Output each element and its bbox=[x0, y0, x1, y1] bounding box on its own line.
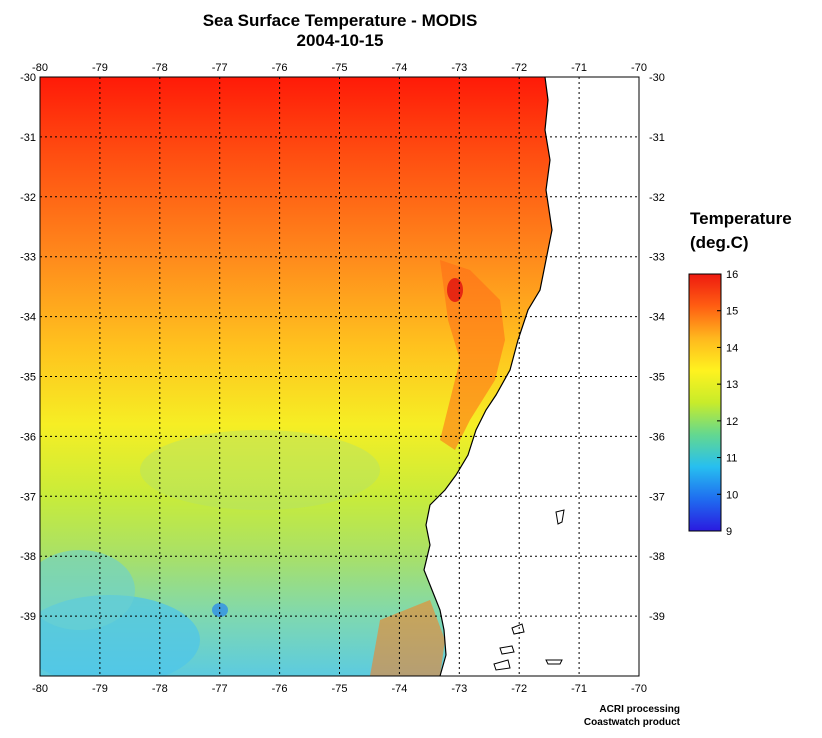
colorbar-tick-label: 12 bbox=[726, 416, 738, 428]
lon-tick-label: -74 bbox=[391, 683, 407, 695]
lon-tick-label: -73 bbox=[451, 683, 467, 695]
credit-processing: ACRI processing bbox=[599, 704, 680, 715]
lon-tick-label: -78 bbox=[152, 683, 168, 695]
lat-tick-label: -30 bbox=[20, 72, 36, 84]
lon-tick-label: -74 bbox=[391, 62, 407, 74]
lon-tick-label: -70 bbox=[631, 62, 647, 74]
lon-tick-label: -72 bbox=[511, 62, 527, 74]
lon-tick-label: -73 bbox=[451, 62, 467, 74]
lat-tick-label: -38 bbox=[649, 551, 665, 563]
lon-tick-label: -70 bbox=[631, 683, 647, 695]
lat-tick-label: -35 bbox=[20, 372, 36, 384]
lon-tick-label: -79 bbox=[92, 62, 108, 74]
lat-tick-label: -33 bbox=[20, 252, 36, 264]
colorbar-tick-label: 15 bbox=[726, 306, 738, 318]
lat-tick-label: -32 bbox=[20, 192, 36, 204]
lat-tick-label: -34 bbox=[649, 312, 665, 324]
colorbar-tick-label: 11 bbox=[726, 453, 737, 465]
lat-tick-label: -30 bbox=[649, 72, 665, 84]
colorbar-tick-label: 10 bbox=[726, 489, 738, 501]
map-date: 2004-10-15 bbox=[296, 31, 384, 50]
lat-tick-label: -36 bbox=[20, 431, 36, 443]
lon-tick-label: -72 bbox=[511, 683, 527, 695]
colorbar bbox=[688, 273, 722, 532]
lat-tick-label: -33 bbox=[649, 252, 665, 264]
lon-tick-label: -78 bbox=[152, 62, 168, 74]
lon-tick-label: -79 bbox=[92, 683, 108, 695]
colorbar-tick-label: 9 bbox=[726, 526, 732, 538]
lon-tick-label: -75 bbox=[332, 62, 348, 74]
lon-ticks-top: -80 -79 -78 -77 -76 -75 -74 -73 -72 -71 -70 bbox=[32, 62, 647, 74]
lat-tick-label: -37 bbox=[649, 491, 665, 503]
lat-tick-label: -34 bbox=[20, 312, 36, 324]
colorbar-tick-label: 16 bbox=[726, 269, 738, 281]
lat-tick-label: -39 bbox=[649, 611, 665, 623]
colorbar-tick-label: 14 bbox=[726, 342, 738, 354]
lat-tick-label: -36 bbox=[649, 431, 665, 443]
lat-tick-label: -32 bbox=[649, 192, 665, 204]
map-frame bbox=[39, 76, 640, 677]
lat-tick-label: -31 bbox=[20, 132, 36, 144]
colorbar-tick-label: 13 bbox=[726, 379, 738, 391]
lat-ticks-right: -30 -31 -32 -33 -34 -35 -36 -37 -38 -39 bbox=[649, 72, 665, 623]
lon-tick-label: -75 bbox=[332, 683, 348, 695]
lon-tick-label: -80 bbox=[32, 683, 48, 695]
lon-tick-label: -77 bbox=[212, 683, 228, 695]
lon-tick-label: -76 bbox=[272, 683, 288, 695]
lon-tick-label: -76 bbox=[272, 62, 288, 74]
lat-tick-label: -35 bbox=[649, 372, 665, 384]
legend-title: Temperature bbox=[690, 209, 792, 228]
lat-tick-label: -37 bbox=[20, 491, 36, 503]
lon-tick-label: -71 bbox=[571, 683, 587, 695]
legend-units: (deg.C) bbox=[690, 233, 749, 252]
lat-tick-label: -39 bbox=[20, 611, 36, 623]
credit-product: Coastwatch product bbox=[583, 717, 680, 728]
map-title: Sea Surface Temperature - MODIS bbox=[202, 11, 478, 30]
lon-tick-label: -77 bbox=[212, 62, 228, 74]
lat-tick-label: -31 bbox=[649, 132, 665, 144]
lon-tick-label: -71 bbox=[571, 62, 587, 74]
lat-tick-label: -38 bbox=[20, 551, 36, 563]
colorbar-ticks: 16 15 14 13 12 11 10 9 bbox=[717, 269, 738, 538]
lat-ticks-left: -30 -31 -32 -33 -34 -35 -36 -37 -38 -39 bbox=[20, 72, 36, 623]
lon-tick-label: -80 bbox=[32, 62, 48, 74]
lon-ticks-bottom: -80 -79 -78 -77 -76 -75 -74 -73 -72 -71 -70 bbox=[32, 683, 647, 695]
